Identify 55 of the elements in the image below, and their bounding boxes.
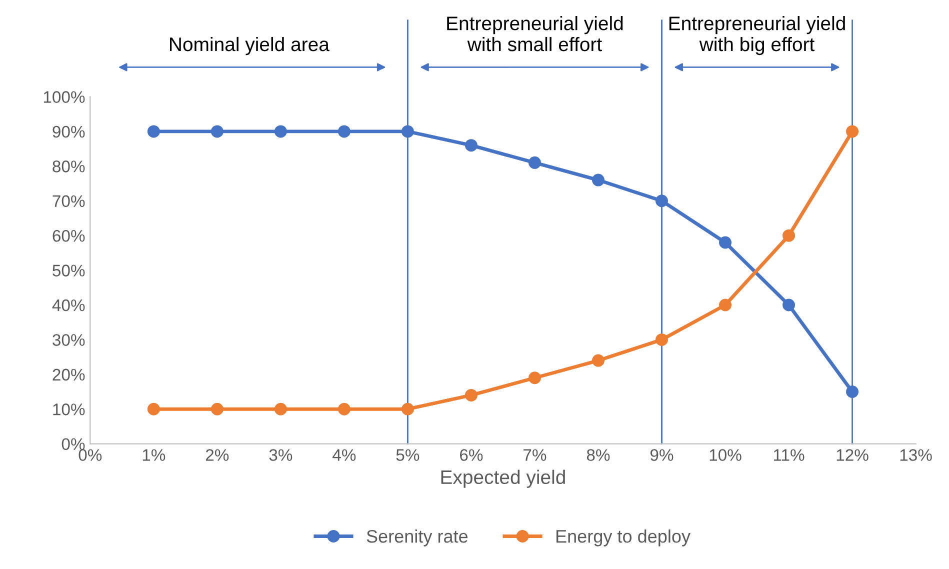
y-tick-label: 20% [52, 368, 85, 381]
point [528, 156, 541, 169]
x-tick-label: 5% [396, 449, 420, 461]
point [401, 402, 414, 416]
point [338, 402, 350, 416]
point [719, 298, 732, 312]
y-tick-label: 0% [62, 438, 85, 450]
point [719, 236, 732, 249]
y-tick-label: 70% [52, 195, 85, 208]
point [592, 354, 604, 367]
x-tick-label: 0% [78, 449, 102, 461]
x-tick-label: 12% [836, 449, 868, 461]
y-tick-label: 100% [44, 91, 85, 103]
y-tick-label: 10% [53, 404, 85, 416]
y-tick-label: 30% [52, 334, 85, 346]
point [655, 333, 668, 346]
point [782, 229, 796, 242]
y-tick-label: 90% [52, 126, 85, 138]
y-tick-label: 60% [52, 230, 85, 242]
point [846, 386, 859, 398]
x-tick-label: 10% [710, 449, 742, 461]
point [592, 174, 604, 186]
x-tick-label: 11% [774, 449, 804, 461]
y-tick-label: 40% [52, 299, 85, 312]
point [274, 402, 287, 416]
legend-label: Energy to deploy [556, 529, 690, 546]
y-tick-label: 50% [52, 264, 85, 276]
x-tick-label: 4% [332, 449, 356, 461]
point [274, 125, 287, 138]
point [464, 388, 478, 402]
x-axis-title: Expected yield [441, 470, 565, 488]
point [528, 372, 541, 384]
point [147, 402, 160, 416]
y-tick-label: 80% [52, 160, 85, 172]
point [464, 139, 478, 152]
x-tick-label: 6% [460, 449, 483, 461]
point [147, 125, 160, 138]
point [338, 125, 350, 138]
x-tick-label: 13% [900, 449, 932, 461]
point [210, 125, 224, 138]
x-tick-label: 8% [586, 449, 610, 461]
point [655, 194, 668, 208]
x-tick-label: 2% [206, 449, 229, 461]
point [401, 125, 414, 138]
legend-label: Serenity rate [366, 529, 468, 546]
point [846, 125, 859, 138]
x-tick-label: 3% [269, 449, 292, 461]
x-tick-label: 7% [524, 449, 546, 461]
text: Nominal yield area [170, 36, 330, 56]
x-tick-label: 1% [142, 449, 166, 461]
x-tick-label: 9% [650, 449, 674, 461]
point [782, 298, 796, 312]
point [210, 402, 224, 416]
text: Entrepreneurial yield with small effort [447, 16, 623, 52]
text: Entrepreneurial yield with big effort [669, 16, 845, 56]
